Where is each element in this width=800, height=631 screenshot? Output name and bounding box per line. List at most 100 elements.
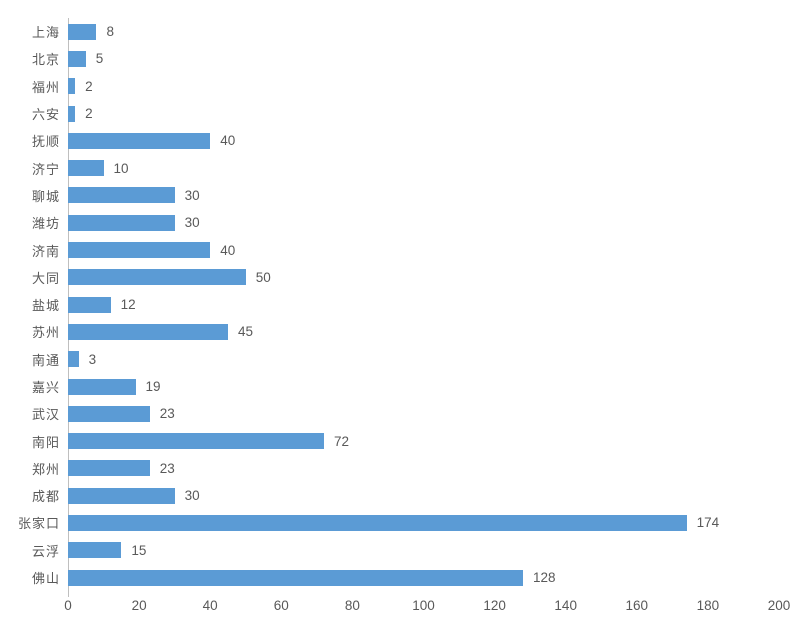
value-label: 50	[255, 269, 271, 285]
value-label: 5	[95, 51, 104, 67]
category-label: 武汉	[31, 407, 60, 423]
bar-area: 15	[68, 537, 779, 564]
x-tick-label: 60	[273, 598, 289, 614]
value-label: 8	[106, 24, 114, 40]
category-label: 云浮	[31, 543, 60, 559]
category-label: 佛山	[31, 571, 60, 587]
value-label: 72	[333, 433, 349, 449]
value-label: 10	[113, 160, 129, 176]
category-label: 抚顺	[31, 134, 60, 150]
bar-area: 12	[68, 291, 779, 318]
chart-row: 苏州 45	[0, 318, 779, 345]
x-tick-label: 40	[202, 598, 218, 614]
value-label: 40	[220, 133, 236, 149]
bar	[68, 23, 97, 40]
x-tick-label: 140	[554, 598, 577, 614]
bar-area: 10	[68, 154, 779, 181]
chart-row: 济南 40	[0, 236, 779, 263]
category-label: 聊城	[31, 188, 60, 204]
category-label: 南通	[31, 352, 60, 368]
bar	[68, 296, 111, 313]
bar-area: 40	[68, 236, 779, 263]
category-label: 郑州	[31, 461, 60, 477]
category-label: 济宁	[31, 161, 60, 177]
bar-area: 40	[68, 127, 779, 154]
bar	[68, 132, 211, 149]
bar-area: 45	[68, 318, 779, 345]
value-label: 30	[184, 215, 200, 231]
chart-row: 济宁 10	[0, 154, 779, 181]
chart-row: 福州 2	[0, 73, 779, 100]
bar-area: 2	[68, 73, 779, 100]
bar	[68, 105, 76, 122]
bar	[68, 50, 86, 67]
bar-area: 23	[68, 455, 779, 482]
bar	[68, 405, 150, 422]
value-label: 30	[184, 187, 200, 203]
value-label: 23	[159, 460, 175, 476]
category-label: 苏州	[31, 325, 60, 341]
value-label: 40	[220, 242, 236, 258]
bar-area: 3	[68, 346, 779, 373]
value-label: 2	[85, 78, 93, 94]
chart-row: 郑州 23	[0, 455, 779, 482]
bar	[68, 187, 175, 204]
value-label: 3	[88, 351, 97, 367]
value-label: 23	[159, 406, 175, 422]
bar	[68, 433, 324, 450]
category-label: 张家口	[17, 516, 60, 532]
x-tick-label: 180	[696, 598, 720, 614]
bar	[68, 160, 104, 177]
bar	[68, 351, 79, 368]
bar	[68, 514, 687, 531]
chart-row: 张家口 174	[0, 509, 779, 536]
category-label: 福州	[31, 79, 60, 95]
chart-row: 大同 50	[0, 264, 779, 291]
value-label: 30	[184, 488, 200, 504]
category-label: 潍坊	[31, 216, 60, 232]
category-label: 上海	[31, 25, 60, 41]
chart-row: 成都 30	[0, 482, 779, 509]
bar	[68, 323, 228, 340]
chart-row: 嘉兴 19	[0, 373, 779, 400]
bar	[68, 269, 246, 286]
x-axis: 0 20 40 60 80 100 120 140 160 180 200	[64, 591, 790, 617]
chart-plot-area: 上海 8 北京 5 福州 2 六安 2 抚顺 40 济宁 10 聊城 30 潍坊 30 济南 40 大同 50 盐城 12…	[0, 18, 790, 617]
bar-area: 5	[68, 45, 779, 72]
bar	[68, 378, 136, 395]
value-label: 15	[131, 542, 147, 558]
bar-area: 8	[68, 18, 779, 45]
bar-area: 2	[68, 100, 779, 127]
bar-area: 30	[68, 209, 779, 236]
category-label: 南阳	[31, 434, 60, 450]
bar	[68, 78, 76, 95]
bar-area: 30	[68, 482, 779, 509]
x-tick-label: 80	[344, 598, 360, 614]
bar-area: 128	[68, 564, 779, 591]
value-label: 174	[696, 515, 720, 531]
bar-area: 30	[68, 182, 779, 209]
bar-area: 50	[68, 264, 779, 291]
chart-row: 北京 5	[0, 45, 779, 72]
x-tick-label: 20	[131, 598, 147, 614]
category-label: 成都	[31, 489, 60, 505]
x-tick-label: 100	[412, 598, 435, 614]
value-label: 45	[237, 324, 253, 340]
x-tick-label: 160	[625, 598, 649, 614]
value-label: 19	[145, 379, 161, 394]
category-label: 嘉兴	[31, 380, 60, 395]
chart-row: 上海 8	[0, 18, 779, 45]
bar-area: 19	[68, 373, 779, 400]
chart-row: 盐城 12	[0, 291, 779, 318]
x-tick-label: 120	[483, 598, 506, 614]
value-label: 12	[120, 297, 136, 313]
category-label: 盐城	[31, 298, 60, 314]
chart-row: 云浮 15	[0, 537, 779, 564]
chart-row: 六安 2	[0, 100, 779, 127]
chart-row: 抚顺 40	[0, 127, 779, 154]
category-label: 北京	[31, 52, 60, 68]
bar	[68, 569, 524, 586]
category-label: 济南	[31, 243, 60, 259]
value-label: 2	[85, 106, 93, 122]
chart-row: 南阳 72	[0, 427, 779, 454]
